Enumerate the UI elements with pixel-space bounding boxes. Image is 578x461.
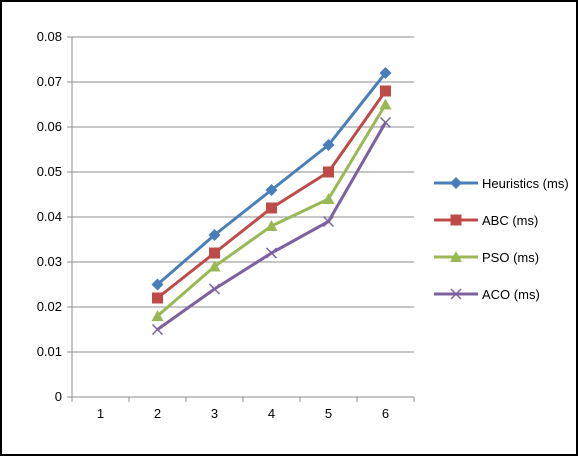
legend-label: Heuristics (ms) <box>482 176 569 191</box>
x-tick-label: 3 <box>211 406 218 421</box>
legend-marker <box>450 251 462 262</box>
gridlines <box>72 36 414 353</box>
data-point-3 <box>265 247 278 259</box>
y-tick-label: 0.06 <box>37 119 62 134</box>
data-point-0 <box>322 139 335 151</box>
y-tick-label: 0.04 <box>37 209 62 224</box>
data-point-0 <box>208 229 221 241</box>
y-tick-label: 0.05 <box>37 164 62 179</box>
series-lines <box>151 67 392 336</box>
data-point-0 <box>265 184 278 196</box>
y-tick-label: 0.08 <box>37 29 62 44</box>
legend: Heuristics (ms) ABC (ms) PSO (ms) ACO (ms) <box>434 176 569 302</box>
data-point-1 <box>209 247 220 259</box>
data-point-3 <box>208 283 221 295</box>
legend-item: Heuristics (ms) <box>434 176 569 191</box>
legend-label: ABC (ms) <box>482 213 538 228</box>
x-tick-label: 1 <box>97 406 104 421</box>
x-tick-label: 6 <box>382 406 389 421</box>
legend-marker <box>450 288 462 300</box>
legend-marker <box>450 214 462 226</box>
y-tick-label: 0.02 <box>37 299 62 314</box>
legend-label: ACO (ms) <box>482 287 540 302</box>
y-tick-label: 0 <box>55 389 62 404</box>
legend-item: ABC (ms) <box>434 213 538 228</box>
y-tick-label: 0.01 <box>37 344 62 359</box>
data-point-1 <box>266 202 277 214</box>
data-point-3 <box>379 116 392 129</box>
data-point-0 <box>151 278 164 291</box>
data-point-3 <box>322 215 335 228</box>
data-point-0 <box>379 67 392 79</box>
legend-marker <box>450 177 462 189</box>
legend-label: PSO (ms) <box>482 250 539 265</box>
data-point-2 <box>151 310 164 321</box>
data-point-2 <box>322 193 335 204</box>
y-tick-label: 0.07 <box>37 74 62 89</box>
x-tick-label: 5 <box>325 406 332 421</box>
axes: 0 0.01 0.02 0.03 0.04 0.05 0.06 0.07 0.08 1 2 3 4 5 6 <box>37 29 415 421</box>
data-point-2 <box>265 220 278 231</box>
data-point-1 <box>152 292 163 304</box>
data-point-3 <box>151 323 164 336</box>
x-tick-label: 2 <box>154 406 161 421</box>
legend-item: ACO (ms) <box>434 287 540 302</box>
data-point-1 <box>323 166 334 178</box>
y-tick-label: 0.03 <box>37 254 62 269</box>
data-point-1 <box>380 85 391 97</box>
data-point-2 <box>379 98 392 110</box>
data-point-2 <box>208 260 221 272</box>
x-tick-label: 4 <box>268 406 275 421</box>
legend-item: PSO (ms) <box>434 250 539 265</box>
